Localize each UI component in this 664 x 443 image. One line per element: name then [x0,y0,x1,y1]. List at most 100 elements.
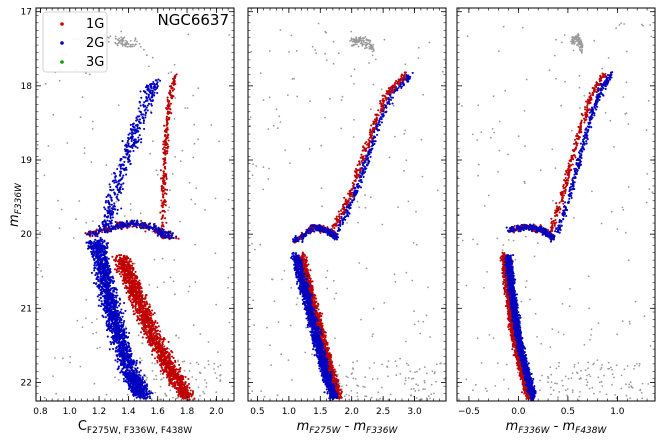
data-point [109,324,113,327]
data-point [119,364,123,367]
data-point [114,208,117,211]
data-point [195,378,198,381]
data-point [155,374,157,377]
data-point [132,301,135,304]
data-point [135,292,138,295]
data-point [167,118,171,121]
data-point [136,296,139,299]
data-point [118,331,122,334]
data-point [129,43,132,46]
data-point [151,353,154,356]
data-point [177,393,180,396]
data-point [163,174,167,177]
data-point [111,212,114,215]
data-point [105,307,108,310]
data-point [138,279,141,282]
data-point [122,380,125,383]
data-point [119,223,122,226]
data-point [159,385,162,388]
data-point [144,325,147,328]
data-point [40,270,42,272]
data-point [143,91,147,94]
data-point [149,397,152,400]
data-point [110,327,113,330]
data-point [119,174,122,177]
data-point [131,366,134,369]
data-point [148,332,151,336]
data-point [156,349,159,352]
data-point [136,374,139,377]
data-point [110,298,113,301]
data-point [157,346,160,349]
data-point [143,224,146,227]
data-point [177,337,180,339]
data-point [149,305,152,308]
data-point [138,319,141,322]
data-point [166,119,169,122]
data-point [162,170,165,173]
data-point [129,203,132,205]
data-point [189,362,192,365]
data-point [125,220,128,223]
data-point [175,397,178,400]
data-point [156,351,159,354]
data-point [132,43,134,46]
data-point [121,176,124,179]
data-point [159,370,162,373]
data-point [139,308,142,311]
data-point [131,363,134,366]
data-point [97,229,100,232]
data-point [92,242,95,245]
data-point [145,320,148,324]
data-point [178,385,181,388]
data-point [188,370,191,372]
data-point [129,264,132,268]
data-point [118,316,121,319]
data-point [129,287,132,290]
data-point [116,212,119,215]
data-point [117,189,120,192]
data-point [166,122,169,125]
data-point [144,319,147,322]
data-point [219,364,222,367]
data-point [138,373,141,376]
data-point [138,306,141,309]
data-point [125,366,128,369]
data-point [147,225,150,228]
data-point [174,384,177,387]
data-point [156,173,159,176]
data-point [148,395,151,398]
data-point [174,97,177,99]
data-point [219,374,221,377]
data-point [139,90,142,93]
data-point [150,324,154,327]
data-point [116,313,119,316]
data-point [122,222,125,225]
data-point [109,288,112,291]
data-point [157,332,161,336]
data-point [172,95,175,98]
data-point [116,184,119,187]
data-point [109,196,112,199]
data-point [112,188,115,191]
data-point [122,321,125,324]
data-point [125,327,128,330]
data-point [166,136,169,139]
data-point [214,197,217,200]
data-point [159,398,162,401]
data-point [147,102,151,105]
data-point [129,209,132,211]
data-point [112,347,115,350]
data-point [141,322,144,325]
data-point [127,43,130,46]
data-point [127,222,130,225]
data-point [130,260,133,263]
data-point [118,267,121,270]
data-point [186,107,189,109]
data-point [178,378,181,381]
data-point [156,359,159,362]
data-point [104,224,108,227]
data-point [162,174,165,177]
data-point [123,361,126,364]
